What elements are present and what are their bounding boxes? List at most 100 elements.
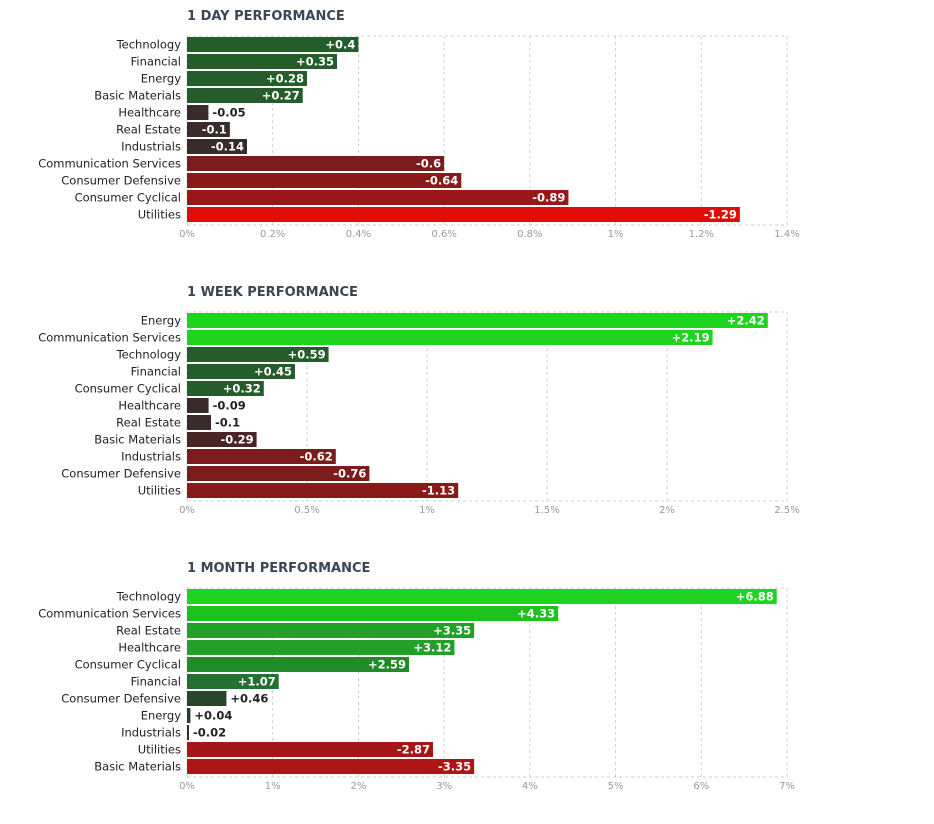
value-label: +4.33 [517,607,555,621]
bar [187,207,740,222]
category-label: Consumer Defensive [61,467,181,481]
value-label: -3.35 [438,760,471,774]
x-tick-label: 7% [779,781,795,792]
bar [187,415,211,430]
bar [187,398,209,413]
chart-title-1-month: 1 MONTH PERFORMANCE [187,561,371,576]
category-label: Basic Materials [94,433,181,447]
bar [187,708,191,723]
x-tick-label: 1.2% [689,229,714,240]
value-label: +0.27 [262,89,300,103]
x-tick-label: 2% [659,505,675,516]
value-label: +3.12 [413,641,451,655]
bar [187,466,370,481]
value-label: -0.76 [333,467,366,481]
x-tick-label: 2.5% [774,505,799,516]
x-tick-label: 1.4% [774,229,799,240]
value-label: -0.64 [425,174,458,188]
x-tick-label: 1% [608,229,624,240]
category-label: Consumer Cyclical [75,382,181,396]
x-tick-label: 2% [350,781,366,792]
value-label: -0.1 [215,416,240,430]
bar [187,725,189,740]
value-label: +6.88 [736,590,774,604]
category-label: Financial [131,365,181,379]
category-label: Communication Services [38,331,181,345]
category-label: Energy [141,709,181,723]
bar [187,105,209,120]
x-tick-label: 1% [265,781,281,792]
bar [187,657,409,672]
bar [187,88,303,103]
category-label: Consumer Defensive [61,692,181,706]
bar [187,71,307,86]
x-tick-label: 1.5% [534,505,559,516]
value-label: +0.59 [288,348,326,362]
bar [187,589,777,604]
chart-1-day-performance: 0% 0.2% 0.4% 0.6% 0.8% 1% 1.2% 1.4% Technology +0… [38,35,800,240]
chart-1-month-performance: 0% 1% 2% 3% 4% 5% 6% 7% Technology +6.88 Communica… [38,587,795,792]
bar [187,674,279,689]
category-label: Industrials [121,726,181,740]
x-tick-label: 0.4% [346,229,371,240]
bar [187,313,768,328]
x-tick-label: 0% [179,229,195,240]
bar [187,759,475,774]
value-label: +0.28 [266,72,304,86]
category-label: Real Estate [116,624,181,638]
bar [187,173,462,188]
value-label: -0.14 [211,140,244,154]
category-label: Basic Materials [94,760,181,774]
value-label: +0.45 [254,365,292,379]
bar [187,606,559,621]
category-label: Utilities [138,743,181,757]
category-label: Technology [116,38,182,52]
x-tick-label: 0.6% [431,229,456,240]
category-label: Healthcare [118,106,181,120]
value-label: -0.89 [532,191,565,205]
value-label: -1.13 [422,484,455,498]
category-label: Healthcare [118,399,181,413]
x-tick-label: 5% [608,781,624,792]
bar [187,122,230,137]
value-label: -1.29 [704,208,737,222]
bar [187,347,329,362]
category-label: Real Estate [116,416,181,430]
x-tick-label: 1% [419,505,435,516]
bar [187,483,459,498]
value-label: -2.87 [397,743,430,757]
x-tick-label: 6% [693,781,709,792]
value-label: -0.05 [212,106,245,120]
bar [187,691,227,706]
category-label: Basic Materials [94,89,181,103]
chart-title-1-day: 1 DAY PERFORMANCE [187,9,345,24]
bar [187,156,445,171]
value-label: +0.32 [223,382,261,396]
category-label: Industrials [121,450,181,464]
chart-title-1-week: 1 WEEK PERFORMANCE [187,285,358,300]
value-label: +0.04 [194,709,232,723]
value-label: +0.46 [230,692,268,706]
x-tick-label: 3% [436,781,452,792]
x-tick-label: 0% [179,781,195,792]
value-label: -0.1 [202,123,227,137]
value-label: +0.4 [325,38,355,52]
category-label: Consumer Cyclical [75,191,181,205]
value-label: +2.19 [672,331,710,345]
category-label: Communication Services [38,157,181,171]
bar [187,640,455,655]
value-label: -0.6 [416,157,441,171]
category-label: Technology [116,590,182,604]
category-label: Consumer Cyclical [75,658,181,672]
category-label: Communication Services [38,607,181,621]
bar [187,742,433,757]
category-label: Financial [131,55,181,69]
category-label: Utilities [138,208,181,222]
value-label: -0.02 [193,726,226,740]
bar [187,54,337,69]
bar [187,432,257,447]
bar [187,330,713,345]
bar [187,37,359,52]
bar [187,190,569,205]
